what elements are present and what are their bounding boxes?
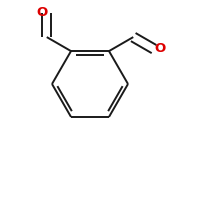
Text: O: O bbox=[154, 42, 165, 55]
Text: O: O bbox=[36, 6, 47, 19]
